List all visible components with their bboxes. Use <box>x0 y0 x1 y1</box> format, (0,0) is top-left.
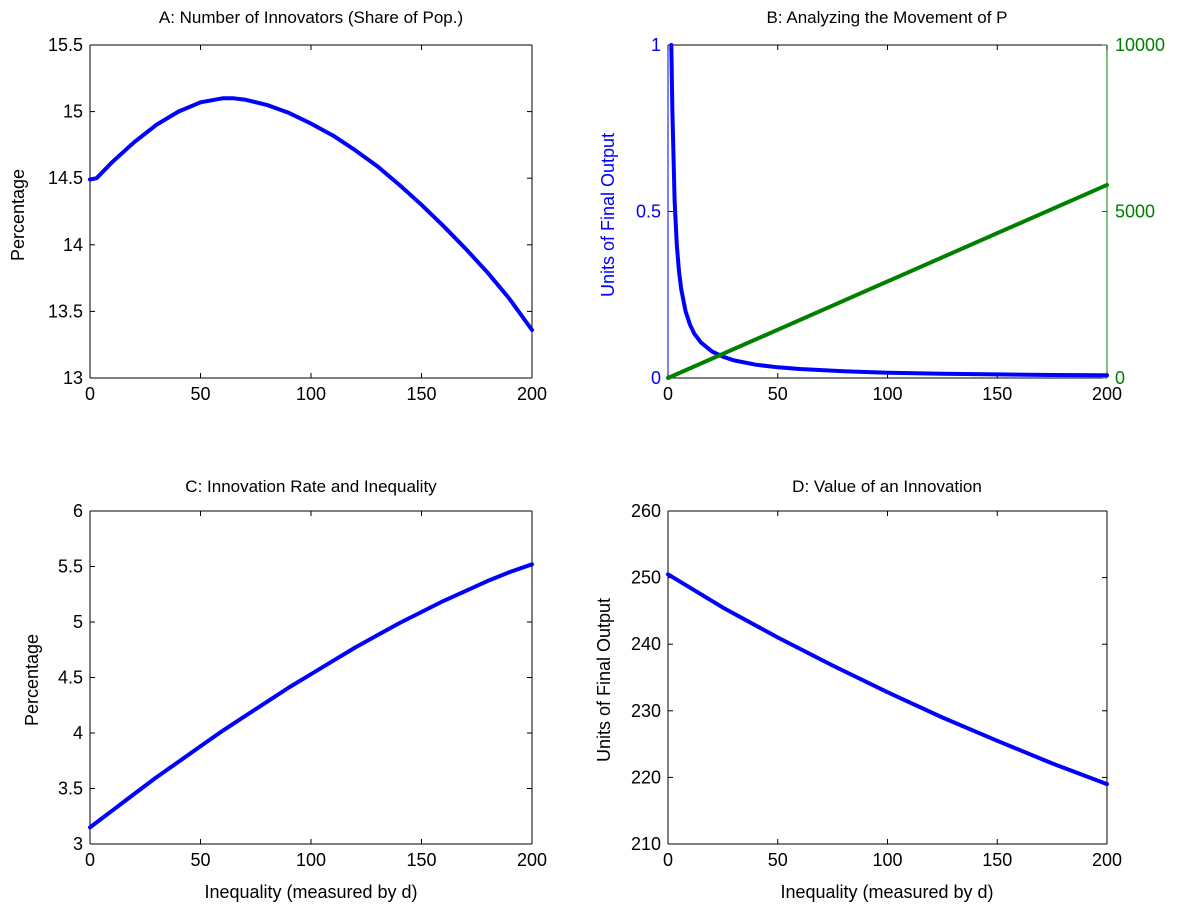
y-tick-label: 0.5 <box>636 202 661 222</box>
y-tick-label: 13.5 <box>48 301 83 321</box>
y-tick-label: 260 <box>631 501 661 521</box>
x-tick-label: 100 <box>872 384 902 404</box>
x-tick-label: 150 <box>982 850 1012 870</box>
y-tick-label: 6 <box>73 501 83 521</box>
y-axis-label: Units of Final Output <box>594 598 614 762</box>
x-tick-label: 50 <box>768 850 788 870</box>
y-tick-label: 240 <box>631 634 661 654</box>
x-tick-label: 100 <box>296 850 326 870</box>
y-tick-label: 1 <box>651 35 661 55</box>
x-tick-label: 150 <box>406 384 436 404</box>
x-tick-label: 0 <box>663 850 673 870</box>
y-axis-label: Percentage <box>8 169 28 261</box>
x-tick-label: 0 <box>85 850 95 870</box>
series-line <box>669 43 1109 378</box>
y2-tick-label: 5000 <box>1115 202 1155 222</box>
chart-title: D: Value of an Innovation <box>792 477 982 496</box>
y-tick-label: 4.5 <box>58 668 83 688</box>
y-tick-label: 3 <box>73 834 83 854</box>
y-tick-label: 13 <box>63 368 83 388</box>
y-tick-label: 5.5 <box>58 557 83 577</box>
y-tick-label: 230 <box>631 701 661 721</box>
x-tick-label: 0 <box>85 384 95 404</box>
series-line <box>666 182 1109 380</box>
chart-title: A: Number of Innovators (Share of Pop.) <box>159 8 463 27</box>
x-tick-label: 200 <box>517 850 547 870</box>
y-axis-label: Percentage <box>22 634 42 726</box>
panel-b: B: Analyzing the Movement of P Units of … <box>598 8 1165 404</box>
chart-title: B: Analyzing the Movement of P <box>767 8 1008 27</box>
x-tick-label: 50 <box>190 384 210 404</box>
panel-a: A: Number of Innovators (Share of Pop.) … <box>8 8 547 404</box>
x-tick-label: 0 <box>663 384 673 404</box>
series-line <box>88 562 534 830</box>
y-tick-label: 14 <box>63 235 83 255</box>
y-tick-label: 250 <box>631 568 661 588</box>
x-tick-label: 100 <box>872 850 902 870</box>
y-tick-label: 14.5 <box>48 168 83 188</box>
y-tick-label: 0 <box>651 368 661 388</box>
y-tick-label: 220 <box>631 767 661 787</box>
panel-c: C: Innovation Rate and Inequality Percen… <box>22 477 547 902</box>
y-tick-label: 15.5 <box>48 35 83 55</box>
x-tick-label: 100 <box>296 384 326 404</box>
chart-title: C: Innovation Rate and Inequality <box>185 477 437 496</box>
y2-tick-label: 0 <box>1115 368 1125 388</box>
series-line <box>88 96 534 332</box>
x-tick-label: 200 <box>1092 850 1122 870</box>
x-tick-label: 150 <box>406 850 436 870</box>
x-axis-label: Inequality (measured by d) <box>204 882 417 902</box>
y-tick-label: 3.5 <box>58 779 83 799</box>
y2-tick-label: 10000 <box>1115 35 1165 55</box>
x-axis-label: Inequality (measured by d) <box>780 882 993 902</box>
y-tick-label: 210 <box>631 834 661 854</box>
series-line <box>666 572 1109 787</box>
x-tick-label: 150 <box>982 384 1012 404</box>
y-axis-label: Units of Final Output <box>598 133 618 297</box>
x-tick-label: 200 <box>517 384 547 404</box>
y-tick-label: 4 <box>73 723 83 743</box>
x-tick-label: 50 <box>190 850 210 870</box>
y-tick-label: 5 <box>73 612 83 632</box>
panel-d: D: Value of an Innovation Units of Final… <box>594 477 1122 902</box>
y-tick-label: 15 <box>63 102 83 122</box>
x-tick-label: 50 <box>768 384 788 404</box>
x-tick-label: 200 <box>1092 384 1122 404</box>
